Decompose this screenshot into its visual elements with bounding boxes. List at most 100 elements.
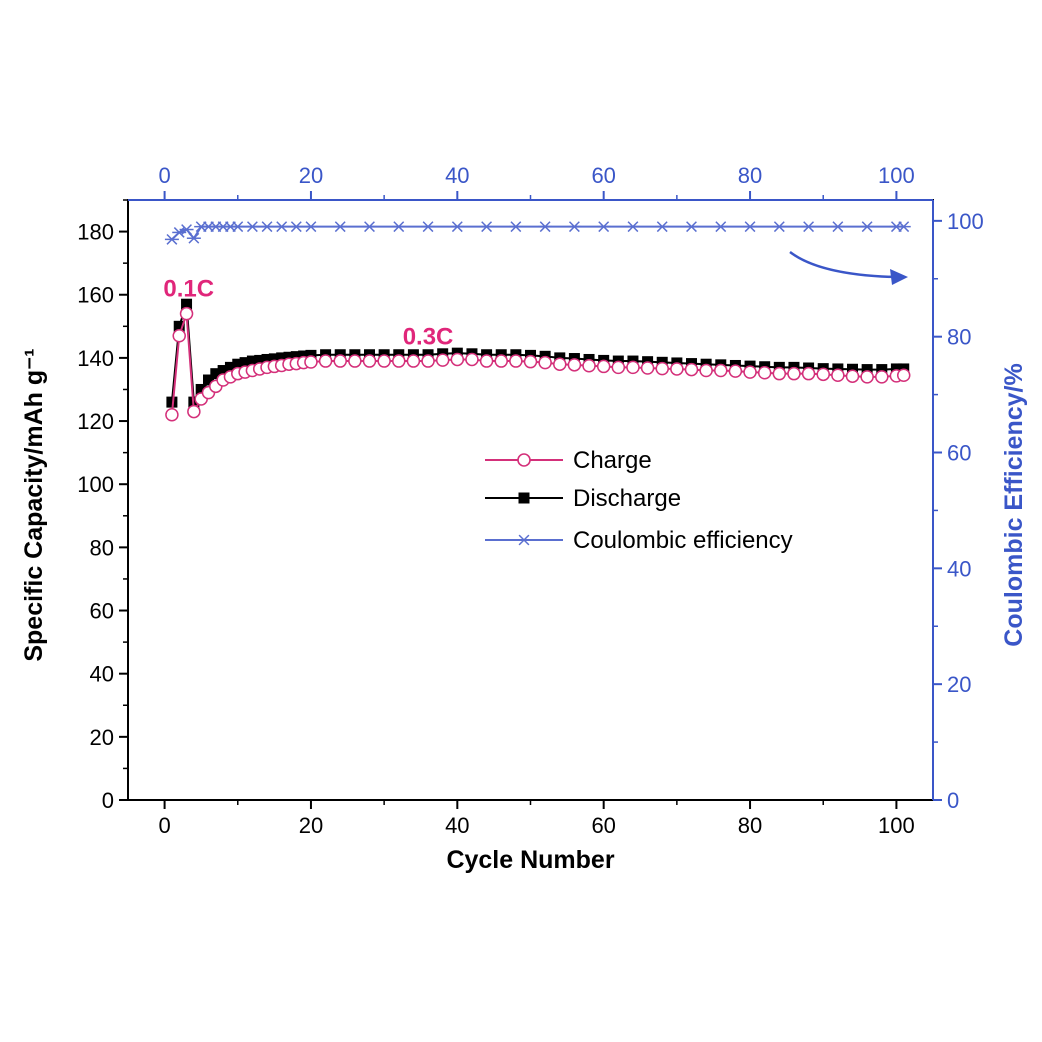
asterisk-stroke [518, 534, 530, 546]
point-discharge [876, 364, 888, 376]
point-discharge [173, 320, 185, 332]
point-coulombic [896, 221, 911, 233]
asterisk-stroke [627, 221, 639, 233]
asterisk-stroke [188, 232, 200, 244]
point-charge [187, 404, 201, 419]
point-charge [333, 354, 347, 368]
point-discharge [847, 363, 858, 375]
y-tick-label-100: 100 [77, 472, 114, 497]
arrow-curve [789, 251, 896, 279]
annotations: 0.1C 0.3C [163, 275, 453, 350]
asterisk-stroke [598, 221, 610, 233]
point-charge [362, 354, 377, 368]
point-charge [596, 359, 611, 374]
point-discharge [224, 361, 236, 373]
top-tick-label-0: 0 [158, 163, 170, 188]
y-tick-label-60: 60 [90, 599, 114, 624]
asterisk-stroke [290, 221, 302, 233]
point-discharge [166, 396, 178, 408]
point-charge [465, 352, 479, 367]
point-discharge [210, 368, 222, 380]
asterisk-stroke [334, 221, 346, 233]
asterisk-stroke [861, 221, 873, 233]
legend-label-coulombic: Coulombic efficiency [573, 527, 793, 554]
legend-label-discharge: Discharge [573, 485, 681, 512]
y-tick-label-0: 0 [102, 788, 114, 813]
point-discharge [239, 357, 251, 369]
point-discharge [232, 358, 244, 370]
point-charge [757, 365, 772, 380]
point-coulombic [713, 221, 728, 233]
point-coulombic [625, 221, 640, 233]
legend-item-discharge: Discharge [485, 485, 681, 512]
legend-marker-discharge [518, 492, 530, 504]
point-discharge [861, 364, 873, 376]
point-charge [655, 361, 669, 376]
point-charge [611, 360, 626, 375]
point-discharge [246, 355, 258, 367]
x-tick-label-60: 60 [591, 813, 615, 838]
point-discharge [195, 383, 207, 395]
point-charge [582, 359, 596, 373]
legend-marker-charge [517, 453, 531, 467]
point-charge [494, 354, 508, 368]
top-tick-label-80: 80 [738, 163, 762, 188]
y2-tick-label-60: 60 [947, 441, 971, 466]
x-tick-label-20: 20 [299, 813, 323, 838]
asterisk-stroke [715, 221, 727, 233]
point-charge [831, 368, 845, 383]
series-coulombic [164, 221, 911, 245]
point-charge [172, 329, 186, 343]
asterisk-stroke [773, 221, 785, 233]
legend: Charge Discharge Coulombic efficiency [485, 447, 793, 554]
point-discharge [283, 351, 295, 363]
series-layer [164, 221, 911, 422]
x-tick-label-0: 0 [158, 813, 170, 838]
asterisk-stroke [364, 221, 375, 233]
legend-label-charge: Charge [573, 447, 652, 474]
point-discharge [181, 298, 193, 310]
plot-frame [127, 199, 934, 801]
x-tick-label-100: 100 [878, 813, 915, 838]
point-discharge [268, 353, 280, 365]
point-coulombic [508, 221, 523, 233]
legend-item-coulombic: Coulombic efficiency [485, 527, 793, 554]
point-charge [714, 363, 728, 378]
top-tick-label-100: 100 [878, 163, 915, 188]
asterisk-stroke [422, 221, 434, 233]
y2-tick-label-80: 80 [947, 325, 971, 350]
point-charge [787, 366, 801, 381]
point-coulombic [596, 221, 611, 233]
arrow-head [890, 269, 908, 285]
asterisk-stroke [656, 221, 668, 233]
asterisk-stroke [832, 221, 844, 233]
asterisk-stroke [451, 221, 463, 233]
point-charge [406, 354, 421, 368]
point-charge [875, 370, 889, 384]
point-charge [392, 354, 406, 368]
point-coulombic [684, 221, 699, 233]
series-charge [165, 306, 911, 422]
point-coulombic [538, 221, 553, 233]
x-tick-label-80: 80 [738, 813, 762, 838]
top-tick-label-40: 40 [445, 163, 469, 188]
point-charge [179, 306, 194, 321]
y-tick-label-180: 180 [77, 220, 114, 245]
point-charge [896, 368, 911, 383]
point-charge [845, 369, 860, 383]
point-discharge [203, 374, 214, 386]
point-coulombic [479, 221, 494, 233]
asterisk-stroke [232, 221, 244, 233]
y2-tick-label-20: 20 [947, 672, 971, 697]
asterisk-stroke [898, 221, 910, 233]
point-charge [626, 360, 640, 375]
point-coulombic [179, 224, 194, 235]
point-coulombic [801, 221, 816, 233]
point-charge [450, 352, 465, 367]
point-charge [318, 354, 333, 368]
legend-marker-coulombic [517, 534, 531, 546]
point-charge [435, 353, 450, 367]
annotation-0.3c: 0.3C [403, 324, 454, 351]
point-charge [567, 358, 582, 372]
